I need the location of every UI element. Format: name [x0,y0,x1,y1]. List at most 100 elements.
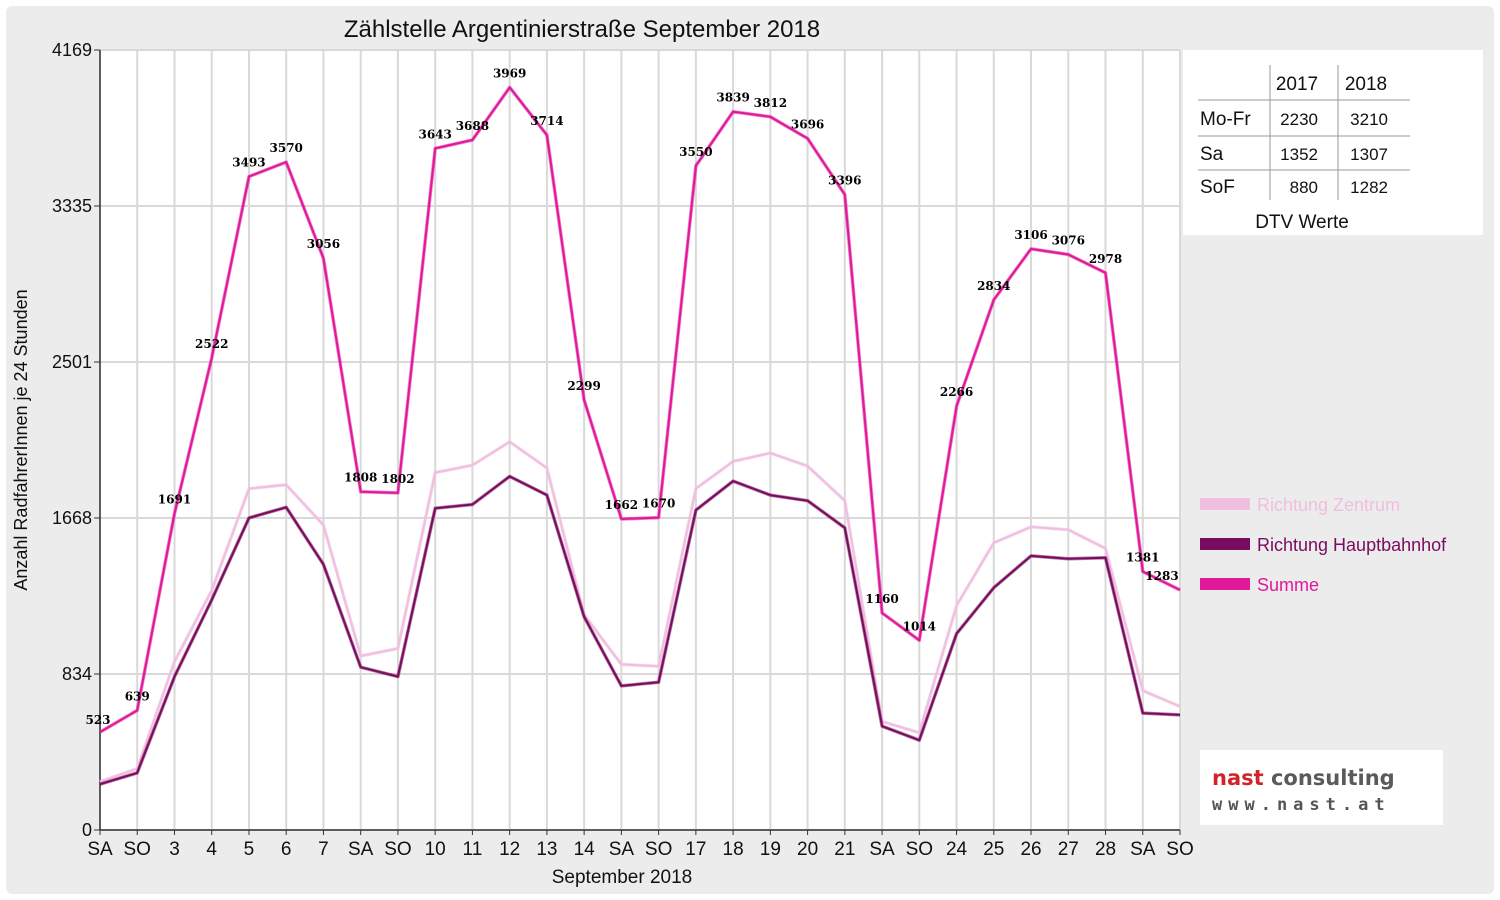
table-cell: 1307 [1350,145,1388,164]
data-label: 3550 [679,145,712,159]
y-tick-label: 2501 [52,352,92,372]
series-line [99,475,1181,786]
x-tick-label: SO [906,839,933,860]
x-tick-label: SA [869,839,895,860]
legend-swatch [1200,578,1250,590]
x-tick-label: 24 [946,839,968,860]
x-tick-label: 3 [169,839,180,860]
legend-label: Richtung Zentrum [1257,495,1400,515]
table-caption: DTV Werte [1255,212,1349,233]
legend-label: Richtung Hauptbahnhof [1257,535,1447,555]
logo-wordmark: nast consulting [1212,766,1395,790]
data-label: 3106 [1014,228,1047,242]
y-axis-label: Anzahl RadfahrerInnen je 24 Stunden [11,289,31,590]
data-label: 3714 [530,114,563,128]
dtv-table: 2017 2018 Mo-Fr 2230 3210 Sa 1352 1307 S… [1183,50,1483,235]
x-tick-label: SO [645,839,672,860]
x-tick-label: 26 [1020,839,1041,860]
table-row-label: SoF [1200,177,1235,198]
x-tick-label: 11 [463,839,483,860]
data-label: 1670 [642,497,675,511]
data-label: 3812 [754,96,787,110]
legend-swatch [1200,498,1250,510]
data-label: 3688 [456,119,489,133]
data-label: 1283 [1145,569,1178,583]
chart-title: Zählstelle Argentinierstraße September 2… [344,16,820,43]
y-tick-label: 0 [82,820,92,840]
x-tick-label: 4 [206,839,217,860]
table-cell: 1352 [1280,145,1318,164]
logo: nast consulting www.nast.at [1200,750,1443,825]
x-tick-label: 25 [983,839,1004,860]
data-label: 1014 [903,619,936,633]
data-label: 2834 [977,279,1010,293]
x-tick-label: 19 [760,839,781,860]
data-label: 2522 [195,337,228,351]
x-tick-label: 13 [536,839,557,860]
table-row-label: Sa [1200,144,1224,165]
table-cell: 3210 [1350,110,1388,129]
series-line [99,86,1181,733]
data-label: 1808 [344,471,377,485]
x-tick-label: SA [87,839,113,860]
table-header-2017: 2017 [1276,74,1318,95]
logo-bg [1200,750,1443,825]
table-cell: 880 [1290,178,1318,197]
x-tick-label: SO [1166,839,1193,860]
x-tick-label: 21 [834,839,855,860]
x-tick-label: SO [124,839,151,860]
legend-label: Summe [1257,575,1319,595]
legend: Richtung Zentrum Richtung Hauptbahnhof Sum… [1200,495,1447,595]
table-row-label: Mo-Fr [1200,109,1251,130]
data-labels: 523 639 1691 2522 3493 3570 3056 1808 1802 3643 36… [85,66,1178,727]
series-line [99,440,1181,783]
data-label: 3839 [716,91,749,105]
data-label: 3570 [270,141,303,155]
y-tick-label: 1668 [52,508,92,528]
x-tick-label: 27 [1058,839,1079,860]
legend-swatch [1200,538,1250,550]
x-tick-label: SA [348,839,374,860]
x-tick-label: 10 [425,839,446,860]
data-label: 3396 [828,174,861,188]
data-label: 523 [85,713,110,727]
table-cell: 2230 [1280,110,1318,129]
data-label: 3076 [1052,233,1085,247]
x-tick-label: 28 [1095,839,1116,860]
plot-area [100,50,1180,830]
x-tick-label: 14 [574,839,596,860]
x-tick-label: 17 [685,839,706,860]
data-label: 1381 [1126,551,1159,565]
data-label: 3969 [493,66,526,80]
x-tick-label: SO [384,839,411,860]
data-label: 2266 [940,385,973,399]
data-label: 1160 [865,592,898,606]
data-label: 1691 [158,493,191,507]
data-label: 3643 [418,127,451,141]
data-label: 2299 [567,379,600,393]
y-tick-label: 4169 [52,40,92,60]
x-tick-label: 7 [318,839,329,860]
y-tick-label: 3335 [52,196,92,216]
x-tick-label: 6 [281,839,292,860]
x-tick-label: SA [1130,839,1156,860]
data-label: 3493 [232,155,265,169]
data-label: 639 [125,689,150,703]
x-tick-label: 5 [244,839,255,860]
data-label: 1802 [381,472,414,486]
x-tick-label: 12 [499,839,520,860]
x-tick-label: SA [609,839,635,860]
table-cell: 1282 [1350,178,1388,197]
table-header-2018: 2018 [1345,74,1387,95]
grid [99,49,1181,831]
data-label: 1662 [605,498,638,512]
dtv-table-bg [1183,50,1483,235]
data-label: 2978 [1089,252,1122,266]
x-tick-label: 20 [797,839,818,860]
x-axis-label: September 2018 [552,867,693,888]
data-label: 3696 [791,117,824,131]
x-tick-label: 18 [723,839,744,860]
series-lines [99,85,1181,786]
